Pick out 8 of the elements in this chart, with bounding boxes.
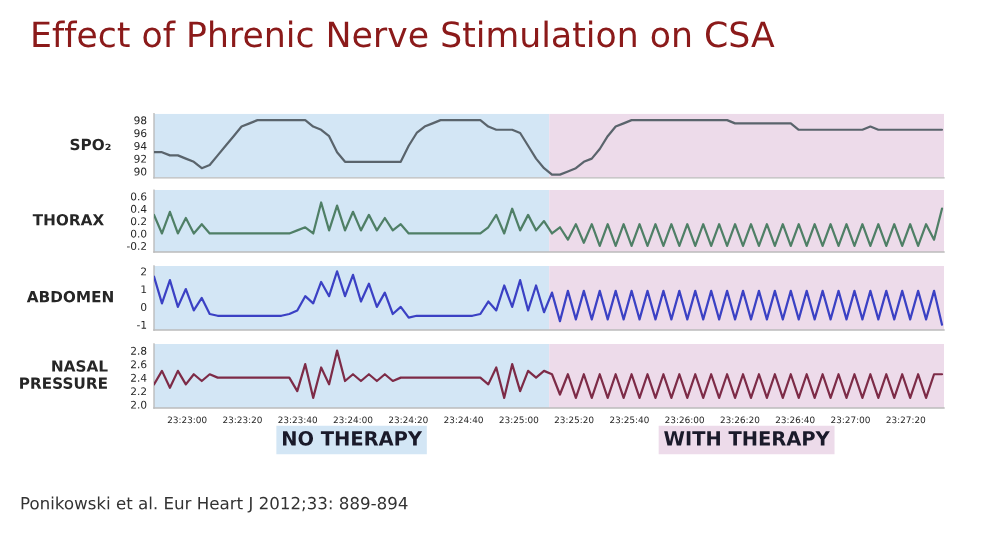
text: Ponikowski et al. Eur Heart J 2012;33: 889-894 [21,496,408,513]
band-label: NO THERAPY [283,430,423,446]
band-label: WITH THERAPY [664,431,830,446]
chart-title: Effect of Phrenic Nerve Stimulation on CSA [33,20,775,48]
line-series [154,270,944,326]
line-series [154,349,944,399]
line-series [154,119,944,176]
line-series [154,201,944,247]
